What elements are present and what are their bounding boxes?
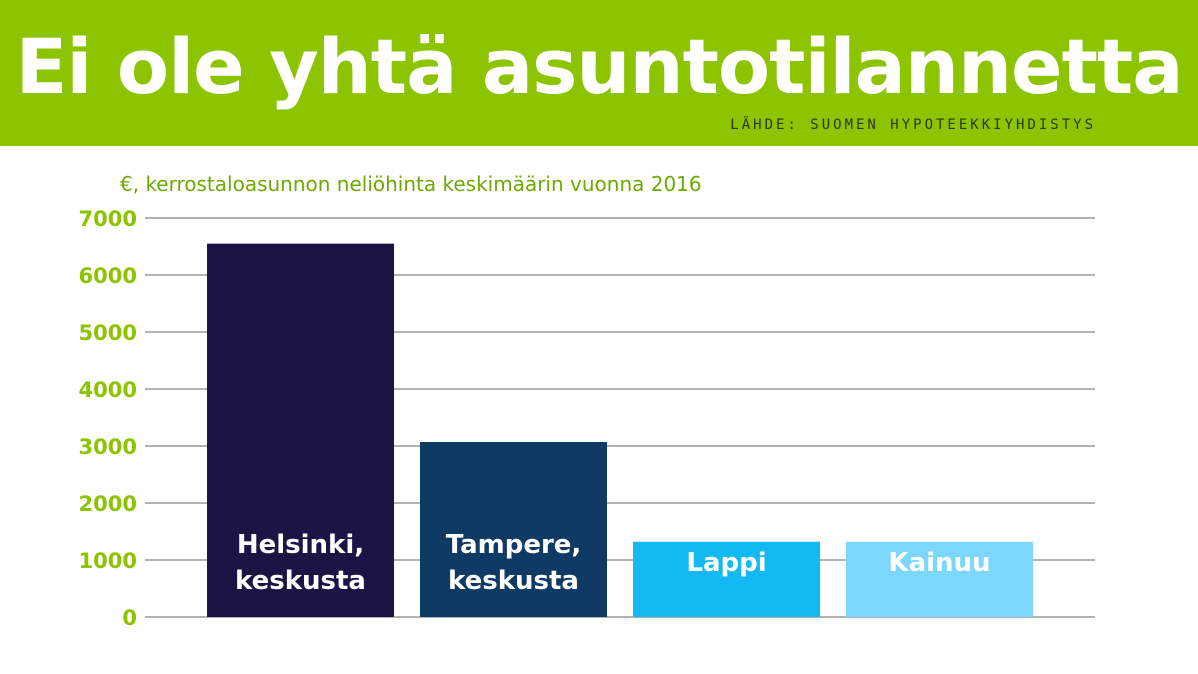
y-tick-label: 1000 bbox=[79, 549, 137, 573]
bar-category-label: Lappi bbox=[686, 548, 766, 578]
bar-category-label: Tampere, bbox=[446, 530, 582, 560]
y-tick-label: 0 bbox=[122, 606, 137, 630]
header-banner: Ei ole yhtä asuntotilannetta LÄHDE: SUOM… bbox=[0, 0, 1198, 146]
bar bbox=[207, 243, 394, 617]
chart-title: €, kerrostaloasunnon neliöhinta keskimää… bbox=[120, 172, 702, 196]
bar bbox=[420, 442, 607, 617]
source-credit: LÄHDE: SUOMEN HYPOTEEKKIYHDISTYS bbox=[730, 117, 1096, 133]
bar bbox=[846, 541, 1033, 617]
y-tick-label: 7000 bbox=[79, 207, 137, 231]
y-tick-label: 6000 bbox=[79, 264, 137, 288]
y-tick-label: 5000 bbox=[79, 321, 137, 345]
bar-category-label: keskusta bbox=[448, 566, 579, 596]
y-tick-label: 3000 bbox=[79, 435, 137, 459]
y-tick-label: 2000 bbox=[79, 492, 137, 516]
bar bbox=[633, 541, 820, 617]
y-tick-label: 4000 bbox=[79, 378, 137, 402]
bar-category-label: keskusta bbox=[235, 566, 366, 596]
page-title: Ei ole yhtä asuntotilannetta bbox=[15, 22, 1183, 111]
bar-category-label: Helsinki, bbox=[237, 530, 364, 560]
bar-category-label: Kainuu bbox=[888, 548, 990, 578]
